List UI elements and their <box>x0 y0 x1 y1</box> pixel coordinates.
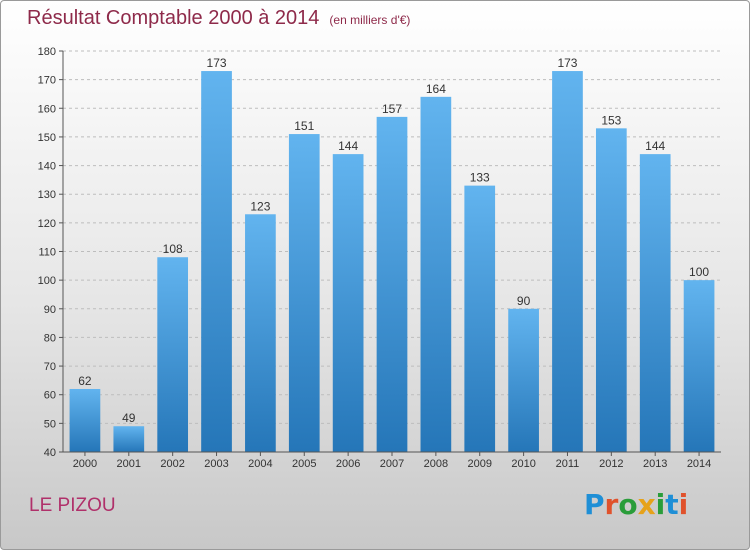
commune-name: LE PIZOU <box>29 495 116 516</box>
y-tick-label: 70 <box>44 361 56 373</box>
y-tick-label: 150 <box>38 132 56 144</box>
x-tick-label: 2009 <box>467 458 491 470</box>
y-tick-label: 170 <box>38 75 56 87</box>
bar <box>157 257 189 452</box>
y-tick-label: 110 <box>38 247 56 259</box>
x-tick-label: 2003 <box>204 458 228 470</box>
proxiti-logo-letter: x <box>637 488 656 521</box>
data-label: 133 <box>470 171 490 185</box>
bar <box>683 280 715 452</box>
data-label: 173 <box>207 56 227 70</box>
x-tick-label: 2007 <box>380 458 404 470</box>
y-tick-label: 140 <box>38 161 56 173</box>
y-tick-label: 90 <box>44 304 56 316</box>
bar <box>245 214 276 452</box>
bar <box>420 96 452 452</box>
data-label: 164 <box>426 82 446 96</box>
y-tick-label: 160 <box>38 103 56 115</box>
y-tick-label: 120 <box>38 218 56 230</box>
x-tick-label: 2010 <box>511 458 535 470</box>
bar <box>376 116 408 452</box>
bar <box>508 308 539 452</box>
data-label: 108 <box>163 242 183 256</box>
proxiti-logo-letter: P <box>584 488 605 521</box>
chart-title-text: Résultat Comptable 2000 à 2014 <box>27 7 320 29</box>
data-label: 151 <box>294 119 314 133</box>
data-label: 157 <box>382 102 402 116</box>
y-tick-label: 60 <box>44 390 56 402</box>
y-tick-label: 180 <box>38 46 56 58</box>
y-tick-label: 40 <box>44 447 56 459</box>
bar <box>69 388 101 452</box>
proxiti-logo: Proxiti <box>584 488 688 521</box>
data-label: 144 <box>645 139 665 153</box>
proxiti-logo-letter: i <box>678 488 689 521</box>
x-tick-label: 2005 <box>292 458 316 470</box>
proxiti-logo-letter: t <box>665 488 679 521</box>
chart-subtitle: (en milliers d'€) <box>329 13 411 27</box>
x-tick-label: 2012 <box>599 458 623 470</box>
x-tick-label: 2004 <box>248 458 272 470</box>
bar <box>201 71 232 453</box>
x-tick-label: 2002 <box>160 458 184 470</box>
proxiti-logo-letter: i <box>655 488 666 521</box>
data-label: 90 <box>517 294 531 308</box>
x-tick-label: 2008 <box>424 458 448 470</box>
bar <box>332 154 364 452</box>
data-label: 153 <box>601 113 621 127</box>
bar <box>552 71 583 453</box>
bar <box>639 154 671 452</box>
data-label: 62 <box>78 374 92 388</box>
bar <box>595 128 627 452</box>
y-tick-label: 130 <box>38 189 56 201</box>
y-tick-label: 80 <box>44 332 56 344</box>
proxiti-logo-letter: o <box>618 488 638 521</box>
y-tick-label: 100 <box>38 275 56 287</box>
bar <box>464 185 496 452</box>
data-label: 173 <box>557 56 577 70</box>
data-label: 100 <box>689 265 709 279</box>
data-label: 49 <box>122 411 136 425</box>
x-tick-label: 2001 <box>117 458 141 470</box>
x-tick-label: 2013 <box>643 458 667 470</box>
axes: 40 50 60 70 80 90 100 110 120 130 140 150 160 170 180 2… <box>38 46 721 470</box>
bar <box>288 134 320 453</box>
proxiti-logo-letter: r <box>604 488 619 521</box>
data-label: 144 <box>338 139 358 153</box>
bar <box>113 426 145 452</box>
x-tick-label: 2000 <box>73 458 97 470</box>
bars: 62 49 108 173 123 151 144 157 164 133 90 173 153 144 1… <box>69 56 715 453</box>
x-tick-label: 2014 <box>687 458 711 470</box>
chart-title: Résultat Comptable 2000 à 2014 (en millie… <box>27 7 410 30</box>
x-tick-label: 2006 <box>336 458 360 470</box>
x-tick-label: 2011 <box>556 458 580 470</box>
data-label: 123 <box>250 199 270 213</box>
y-tick-label: 50 <box>44 418 56 430</box>
